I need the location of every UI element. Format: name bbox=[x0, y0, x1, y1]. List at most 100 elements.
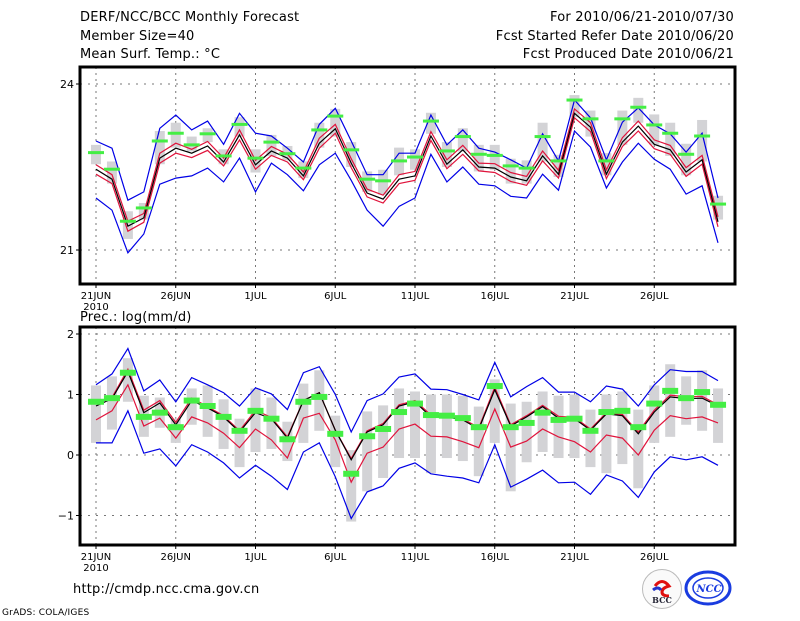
ensemble-box bbox=[617, 391, 627, 464]
median-marker bbox=[455, 415, 471, 421]
bcc-logo: BCC bbox=[642, 569, 682, 609]
median-marker bbox=[455, 135, 471, 138]
median-marker bbox=[359, 178, 375, 181]
x-tick-year-label: 2010 bbox=[83, 563, 108, 574]
x-tick-label: 6JUL bbox=[324, 552, 347, 563]
median-marker bbox=[248, 408, 264, 414]
median-marker bbox=[359, 433, 375, 439]
median-marker bbox=[343, 148, 359, 151]
median-marker bbox=[503, 424, 519, 430]
median-marker bbox=[327, 115, 343, 118]
bcc-logo-icon: BCC bbox=[643, 570, 681, 608]
median-marker bbox=[678, 153, 694, 156]
ensemble-box bbox=[203, 385, 213, 436]
x-tick-label: 21JUN bbox=[81, 552, 111, 563]
median-marker bbox=[327, 431, 343, 437]
ensemble-box bbox=[298, 384, 308, 443]
x-tick-label: 26JUN bbox=[161, 291, 191, 302]
ensemble-box bbox=[617, 111, 627, 145]
median-marker bbox=[598, 409, 614, 415]
x-tick-label: 11JUL bbox=[401, 552, 430, 563]
x-tick-year-label: 2010 bbox=[83, 302, 108, 313]
median-marker bbox=[519, 420, 535, 426]
y-tick-label: 0 bbox=[67, 449, 74, 462]
source-url[interactable]: http://cmdp.ncc.cma.gov.cn bbox=[73, 582, 259, 598]
median-marker bbox=[710, 203, 726, 206]
median-marker bbox=[120, 220, 136, 223]
x-tick-label: 1JUL bbox=[244, 552, 267, 563]
y-tick-label: 21 bbox=[60, 244, 74, 257]
y-tick-label: 1 bbox=[67, 389, 74, 402]
median-marker bbox=[678, 395, 694, 401]
median-marker bbox=[88, 399, 104, 405]
bcc-logo-text: BCC bbox=[652, 595, 672, 605]
median-marker bbox=[200, 403, 216, 409]
y-tick-label: 24 bbox=[60, 78, 74, 91]
median-marker bbox=[614, 117, 630, 120]
median-marker bbox=[104, 395, 120, 401]
median-marker bbox=[391, 159, 407, 162]
median-marker bbox=[311, 394, 327, 400]
median-marker bbox=[104, 168, 120, 171]
median-marker bbox=[439, 413, 455, 419]
median-marker bbox=[694, 389, 710, 395]
median-marker bbox=[152, 410, 168, 416]
median-marker bbox=[407, 156, 423, 159]
median-marker bbox=[407, 401, 423, 407]
x-tick-label: 21JUL bbox=[560, 291, 589, 302]
median-marker bbox=[662, 388, 678, 394]
median-marker bbox=[248, 157, 264, 160]
x-tick-label: 11JUL bbox=[401, 291, 430, 302]
ensemble-box bbox=[394, 388, 404, 458]
median-marker bbox=[423, 412, 439, 418]
median-marker bbox=[136, 414, 152, 420]
ensemble-box bbox=[697, 370, 707, 431]
y-tick-label: −1 bbox=[58, 510, 74, 523]
median-marker bbox=[646, 401, 662, 407]
x-tick-label: 26JUL bbox=[640, 291, 669, 302]
median-marker bbox=[551, 417, 567, 423]
median-marker bbox=[535, 410, 551, 416]
median-marker bbox=[120, 370, 136, 376]
median-marker bbox=[487, 383, 503, 389]
x-tick-label: 26JUN bbox=[161, 552, 191, 563]
x-tick-label: 16JUL bbox=[480, 291, 509, 302]
median-marker bbox=[439, 149, 455, 152]
median-marker bbox=[88, 151, 104, 154]
y-tick-label: 2 bbox=[67, 328, 74, 341]
ncc-logo: NCC bbox=[684, 570, 732, 606]
grads-credit: GrADS: COLA/IGES bbox=[2, 605, 89, 621]
median-marker bbox=[662, 132, 678, 135]
median-marker bbox=[184, 143, 200, 146]
ensemble-box bbox=[554, 396, 564, 458]
x-tick-label: 21JUL bbox=[560, 552, 589, 563]
median-marker bbox=[582, 117, 598, 120]
ensemble-box bbox=[458, 396, 468, 461]
median-marker bbox=[168, 424, 184, 430]
ensemble-box bbox=[107, 376, 117, 429]
ensemble-box bbox=[219, 399, 229, 449]
median-marker bbox=[168, 132, 184, 135]
median-marker bbox=[391, 409, 407, 415]
ncc-logo-text: NCC bbox=[695, 584, 721, 595]
median-marker bbox=[710, 402, 726, 408]
median-marker bbox=[311, 128, 327, 131]
ensemble-box bbox=[91, 385, 101, 442]
x-tick-label: 26JUL bbox=[640, 552, 669, 563]
ncc-logo-icon: NCC bbox=[684, 570, 732, 606]
x-tick-label: 1JUL bbox=[244, 291, 267, 302]
median-marker bbox=[375, 426, 391, 432]
x-tick-label: 21JUN bbox=[81, 291, 111, 302]
median-marker bbox=[232, 123, 248, 126]
median-marker bbox=[614, 408, 630, 414]
ensemble-box bbox=[601, 395, 611, 474]
median-marker bbox=[216, 154, 232, 157]
median-marker bbox=[471, 424, 487, 430]
ensemble-box bbox=[713, 388, 723, 442]
median-marker bbox=[503, 164, 519, 167]
median-marker bbox=[200, 132, 216, 135]
median-marker bbox=[582, 428, 598, 434]
